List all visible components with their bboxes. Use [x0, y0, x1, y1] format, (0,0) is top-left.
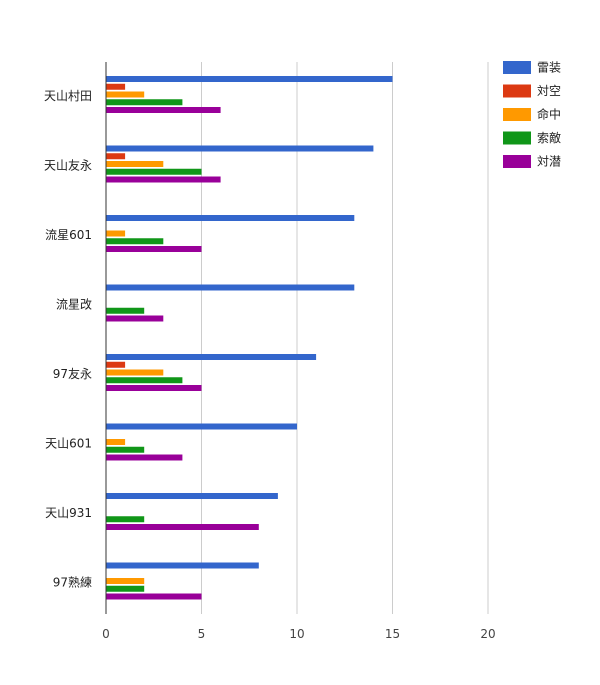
category-label: 天山601: [45, 436, 92, 450]
bar-対潜-天山601: [106, 454, 183, 461]
bar-命中-流星601: [106, 230, 126, 237]
legend-label: 命中: [537, 107, 561, 122]
bar-索敵-97友永: [106, 377, 183, 384]
category-label: 天山931: [45, 506, 92, 520]
x-tick-label: 5: [198, 627, 206, 641]
bar-索敵-天山601: [106, 446, 145, 453]
legend-swatch: [503, 61, 531, 74]
bar-索敵-流星改: [106, 307, 145, 314]
bar-雷装-97熟練: [106, 562, 259, 569]
bar-対空-97友永: [106, 361, 126, 368]
bar-索敵-97熟練: [106, 585, 145, 592]
category-label: 天山友永: [44, 158, 92, 172]
legend-label: 対潜: [537, 155, 561, 169]
bar-対空-天山友永: [106, 153, 126, 160]
bar-索敵-天山友永: [106, 168, 202, 175]
bar-索敵-天山931: [106, 516, 145, 523]
bar-命中-天山村田: [106, 91, 145, 98]
bar-索敵-流星601: [106, 238, 164, 245]
category-label: 97熟練: [53, 574, 92, 589]
legend-swatch: [503, 84, 531, 98]
category-label: 流星601: [45, 228, 92, 242]
bar-対潜-97友永: [106, 385, 202, 391]
bar-対潜-97熟練: [106, 593, 202, 600]
legend-label: 索敵: [537, 130, 561, 145]
legend-label: 雷装: [537, 61, 561, 75]
bar-対潜-天山931: [106, 524, 259, 530]
bar-雷装-天山村田: [106, 76, 393, 82]
category-label: 天山村田: [44, 89, 92, 103]
bar-雷装-天山601: [106, 423, 297, 430]
bar-対潜-流星601: [106, 246, 202, 252]
gridlines: [201, 62, 489, 614]
bar-対空-天山村田: [106, 83, 126, 90]
bar-対潜-天山友永: [106, 176, 221, 183]
bar-命中-97熟練: [106, 578, 145, 584]
bar-雷装-流星601: [106, 215, 355, 221]
bar-雷装-97友永: [106, 354, 317, 360]
legend-swatch: [503, 155, 531, 168]
bar-命中-天山601: [106, 439, 126, 445]
legend-swatch: [503, 108, 531, 121]
bar-対潜-流星改: [106, 315, 164, 322]
bar-雷装-天山931: [106, 493, 278, 499]
bar-対潜-天山村田: [106, 107, 221, 113]
x-tick-labels: 0 5 10 15 20: [102, 627, 495, 641]
bar-雷装-流星改: [106, 284, 355, 291]
bar-索敵-天山村田: [106, 99, 183, 106]
bar-命中-97友永: [106, 369, 164, 376]
x-tick-label: 0: [102, 627, 110, 641]
category-label: 97友永: [53, 367, 92, 381]
legend-label: 対空: [537, 84, 561, 98]
x-tick-label: 15: [385, 627, 400, 641]
legend-swatch: [503, 131, 531, 145]
bar-雷装-天山友永: [106, 145, 374, 152]
category-label: 流星改: [56, 297, 92, 311]
x-tick-label: 20: [480, 627, 495, 641]
x-tick-label: 10: [289, 627, 304, 641]
bars: [106, 76, 393, 600]
bar-命中-天山友永: [106, 161, 164, 167]
